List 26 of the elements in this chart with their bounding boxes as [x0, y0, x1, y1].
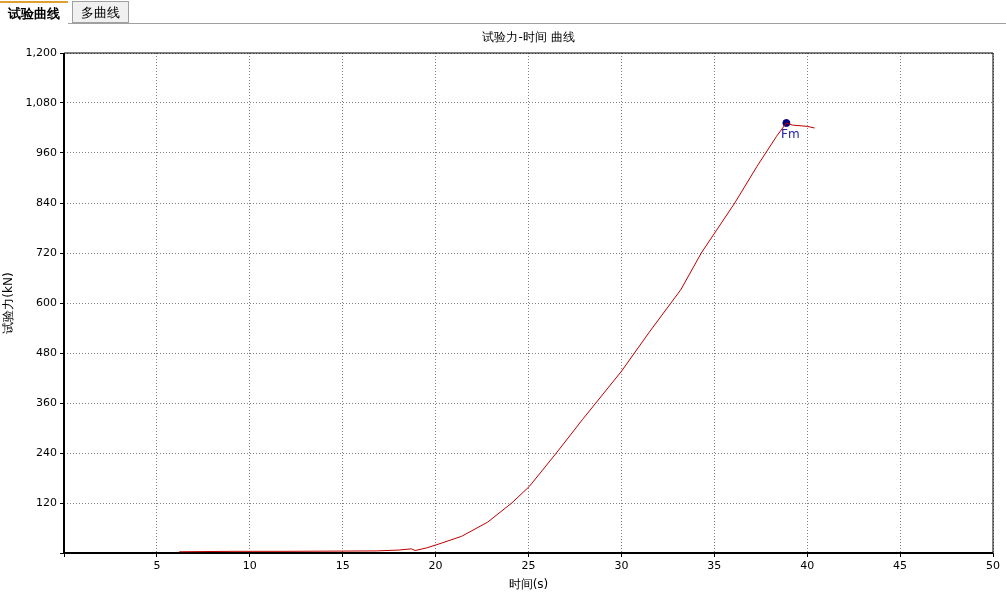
x-tick-label: 30 — [614, 559, 629, 573]
x-tick-label: 40 — [800, 559, 815, 573]
y-tick-label: 480 — [36, 345, 57, 359]
y-tick-label: 1,080 — [25, 95, 57, 109]
y-tick-label: 840 — [36, 195, 57, 209]
x-axis-title: 时间(s) — [508, 576, 549, 591]
x-tick-label: 50 — [986, 559, 1000, 573]
x-tick-label: 5 — [153, 559, 161, 573]
y-tick-label: 600 — [36, 295, 57, 309]
y-tick-label: 120 — [36, 495, 57, 509]
x-tick-label: 45 — [893, 559, 908, 573]
y-tick-label: 960 — [36, 145, 57, 159]
x-tick-label: 35 — [707, 559, 722, 573]
x-tick-label: 15 — [335, 559, 350, 573]
text: 多曲线 — [72, 1, 129, 23]
chart-title: 试验力-时间 曲线 — [482, 30, 575, 45]
x-tick-label: 25 — [521, 559, 536, 573]
x-tick-label: 20 — [428, 559, 443, 573]
y-tick-label: 720 — [36, 245, 57, 259]
y-tick-label: 1,200 — [25, 45, 57, 59]
text: 试验曲线 — [0, 1, 68, 25]
annotation: Fm — [781, 127, 800, 142]
y-tick-label: 240 — [36, 445, 57, 459]
y-tick-label: 360 — [36, 395, 57, 409]
x-tick-label: 10 — [242, 559, 257, 573]
y-axis-title: 试验力(kN) — [1, 272, 16, 334]
